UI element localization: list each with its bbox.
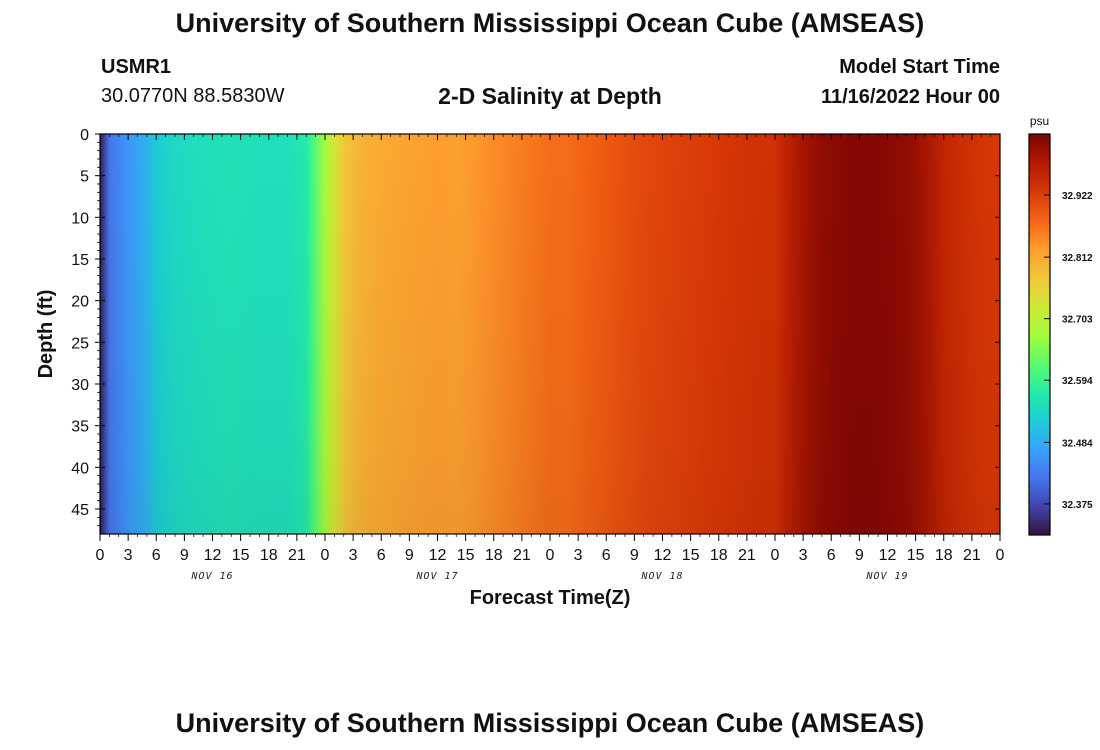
x-tick-label: 18 [485,547,503,564]
date-label: NOV 16 [190,571,233,582]
x-tick-label: 15 [682,547,700,564]
x-tick-label: 6 [377,547,386,564]
model-start-label: Model Start Time [839,56,1000,78]
y-tick-label: 5 [80,169,89,186]
y-tick-label: 25 [71,335,89,352]
station-coordinates: 30.0770N 88.5830W [101,85,285,107]
colorbar-tick-label: 32.812 [1062,253,1093,264]
date-label: NOV 19 [865,571,908,582]
colorbar-tick-label: 32.594 [1062,376,1093,387]
x-tick-label: 0 [546,547,555,564]
chart-subtitle: 2-D Salinity at Depth [438,83,662,109]
y-tick-label: 0 [80,127,89,144]
colorbar-tick-label: 32.922 [1062,191,1093,202]
x-tick-label: 3 [799,547,808,564]
x-tick-label: 6 [152,547,161,564]
x-tick-label: 21 [738,547,756,564]
x-tick-label: 12 [204,547,222,564]
x-tick-label: 9 [630,547,639,564]
x-tick-label: 0 [996,547,1005,564]
x-tick-label: 9 [855,547,864,564]
colorbar-unit: psu [1030,114,1049,128]
x-tick-label: 15 [232,547,250,564]
x-tick-label: 15 [907,547,925,564]
depth-shading [100,134,1000,534]
date-label: NOV 17 [415,571,458,582]
x-tick-label: 18 [260,547,278,564]
footer-title: University of Southern Mississippi Ocean… [175,708,925,738]
x-tick-label: 6 [827,547,836,564]
x-tick-label: 3 [349,547,358,564]
page-title: University of Southern Mississippi Ocean… [175,8,925,38]
model-start-value: 11/16/2022 Hour 00 [820,86,1000,108]
x-tick-label: 6 [602,547,611,564]
x-tick-label: 21 [513,547,531,564]
y-tick-label: 30 [71,377,89,394]
x-tick-label: 12 [879,547,897,564]
x-tick-label: 21 [963,547,981,564]
date-label: NOV 18 [640,571,683,582]
colorbar [1028,133,1051,536]
y-tick-label: 35 [71,419,89,436]
x-tick-label: 3 [124,547,133,564]
x-tick-label: 15 [457,547,475,564]
x-tick-label: 0 [771,547,780,564]
y-tick-label: 10 [71,210,89,227]
y-axis-label: Depth (ft) [35,290,57,379]
colorbar-tick-label: 32.484 [1062,438,1093,449]
x-tick-label: 9 [405,547,414,564]
x-axis-label: Forecast Time(Z) [470,587,631,609]
x-tick-label: 18 [710,547,728,564]
x-tick-label: 3 [574,547,583,564]
station-id: USMR1 [101,56,172,78]
colorbar-tick-label: 32.703 [1062,315,1093,326]
y-tick-label: 20 [71,294,89,311]
y-tick-label: 45 [71,502,89,519]
y-tick-label: 40 [71,460,89,477]
x-tick-label: 0 [321,547,330,564]
colorbar-tick-label: 32.375 [1062,500,1093,511]
x-tick-label: 0 [96,547,105,564]
x-tick-label: 21 [288,547,306,564]
x-tick-label: 18 [935,547,953,564]
y-tick-label: 15 [71,252,89,269]
x-tick-label: 9 [180,547,189,564]
x-tick-label: 12 [429,547,447,564]
x-tick-label: 12 [654,547,672,564]
